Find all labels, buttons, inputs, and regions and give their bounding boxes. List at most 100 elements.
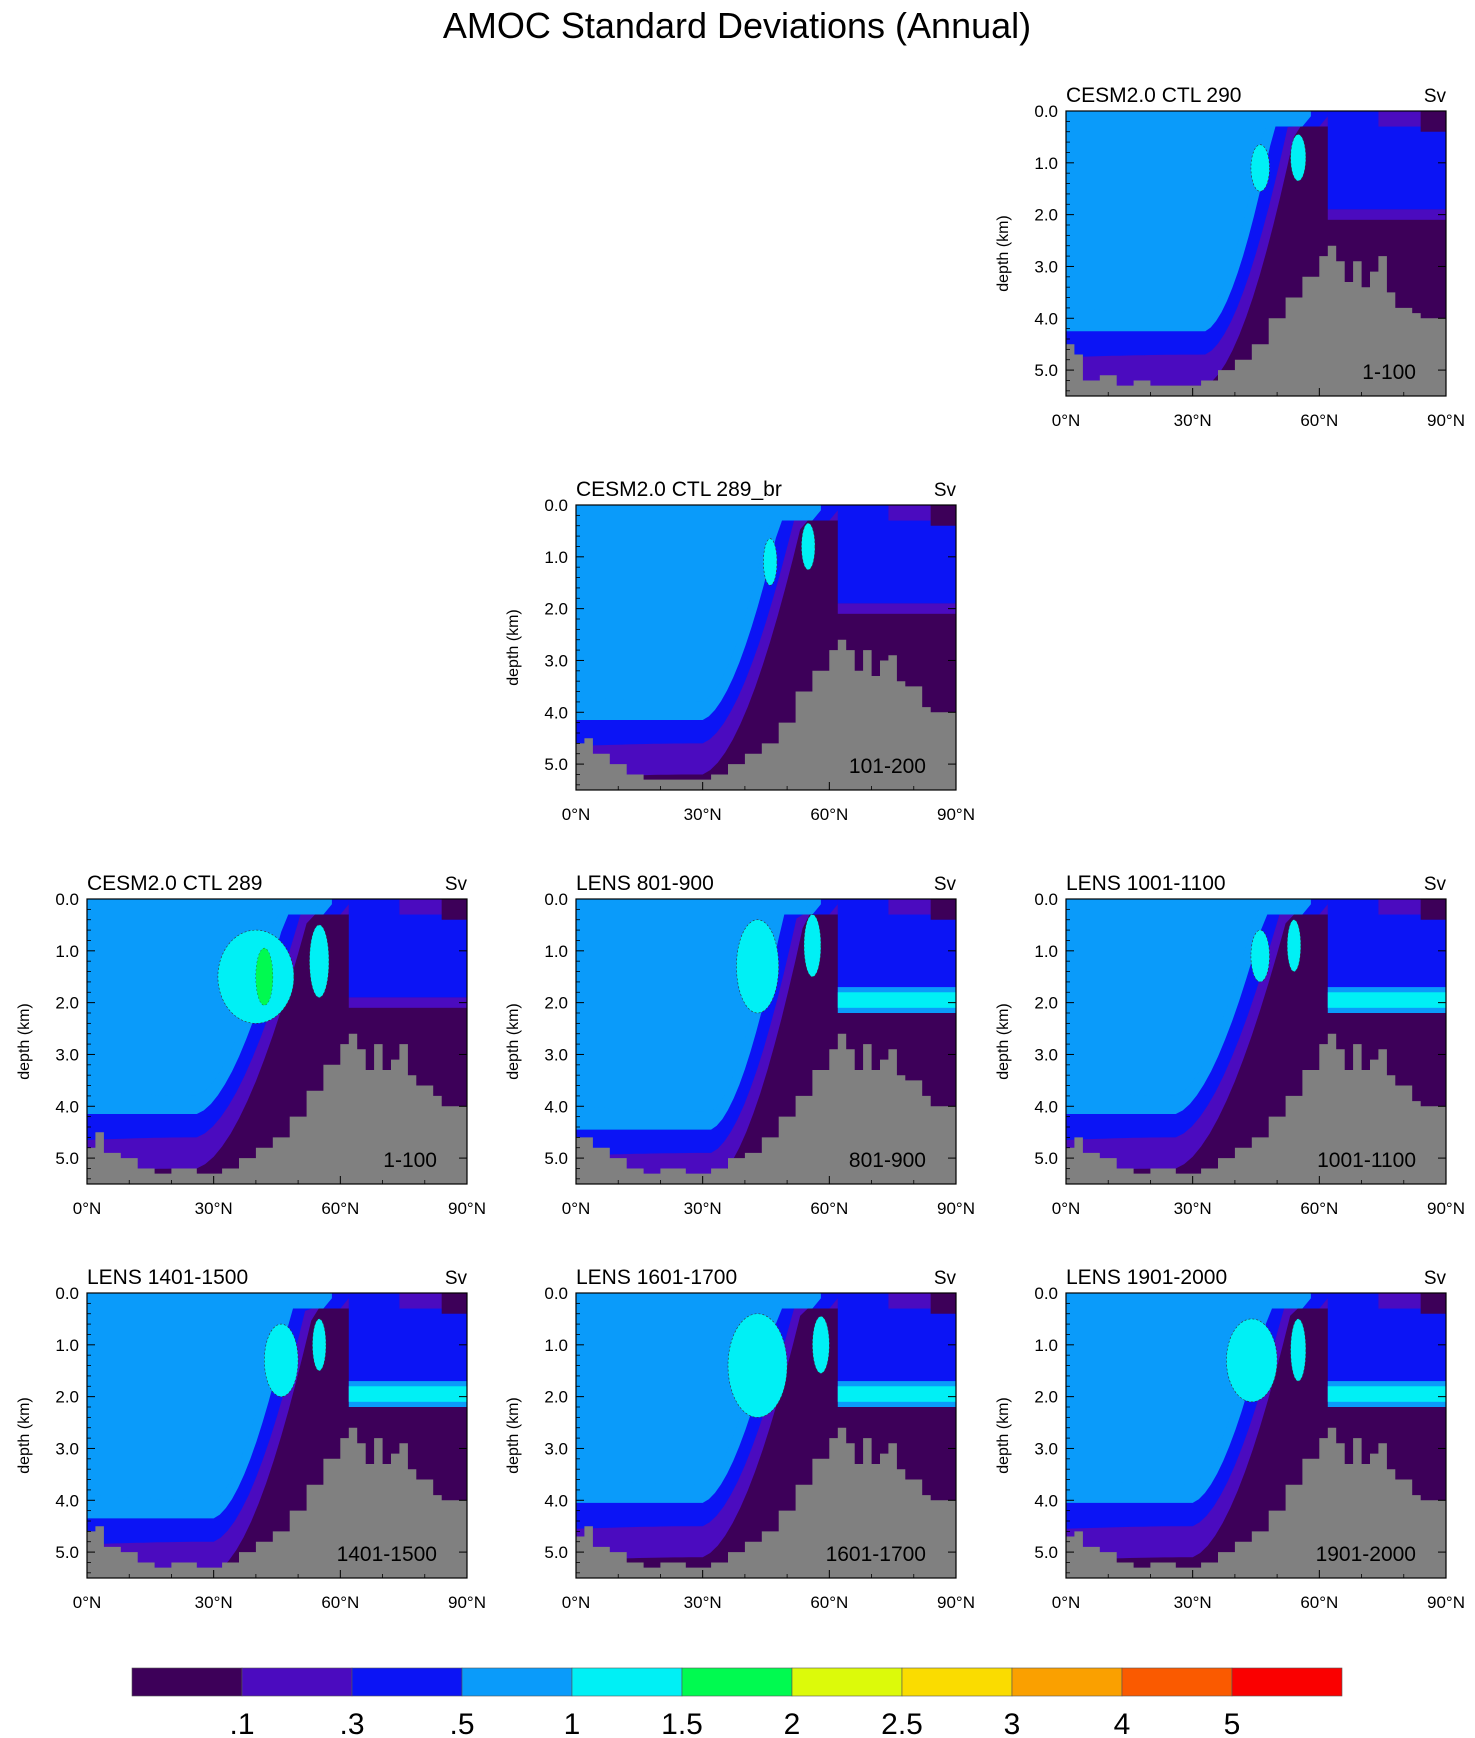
period-label: 1601-1700 xyxy=(826,1543,926,1566)
north-corner-band xyxy=(441,899,467,920)
colorbar-swatch xyxy=(1121,1667,1233,1697)
blob-2 xyxy=(803,914,822,978)
period-label: 1-100 xyxy=(1362,361,1416,384)
shelf-band-inner xyxy=(837,992,956,1008)
colorbar-label: 2 xyxy=(784,1708,801,1738)
x-tick-label: 0°N xyxy=(1052,1199,1081,1218)
panel-title: LENS 1001-1100 xyxy=(1066,872,1226,895)
north-mid-band xyxy=(348,997,467,1008)
y-tick-label: 0.0 xyxy=(544,1284,568,1303)
x-tick-label: 60°N xyxy=(810,1199,848,1218)
x-tick-label: 30°N xyxy=(1174,1199,1212,1218)
panels: 0.0 1.0 2.0 3.0 4.0 5.0 0°N 30°N 60°N 90°N depth (… xyxy=(16,84,1465,1612)
topography xyxy=(576,1427,956,1578)
colorbar-swatch xyxy=(1231,1667,1343,1697)
y-tick-label: 1.0 xyxy=(1034,942,1058,961)
colorbar-swatch xyxy=(681,1667,793,1697)
y-tick-label: 4.0 xyxy=(1034,309,1058,328)
shelf-band-inner xyxy=(1327,1386,1446,1402)
panel-title: LENS 1901-2000 xyxy=(1066,1266,1227,1289)
y-tick-label: 2.0 xyxy=(544,994,568,1013)
colorbar-swatch xyxy=(901,1667,1013,1697)
panel-units: Sv xyxy=(445,1268,468,1289)
y-tick-label: 0.0 xyxy=(1034,102,1058,121)
colorbar-label: 2.5 xyxy=(881,1708,923,1738)
x-tick-label: 90°N xyxy=(1427,1593,1465,1612)
north-corner-band xyxy=(930,899,956,920)
blob-1 xyxy=(1226,1318,1278,1403)
plot-frame xyxy=(575,504,957,791)
y-tick-label: 3.0 xyxy=(544,1439,568,1458)
x-tick-label: 30°N xyxy=(684,805,722,824)
y-axis-label: depth (km) xyxy=(505,1397,522,1473)
x-tick-label: 90°N xyxy=(937,805,975,824)
y-tick-label: 3.0 xyxy=(544,1045,568,1064)
panel-6: 0.0 1.0 2.0 3.0 4.0 5.0 0°N 30°N 60°N 90°N depth (… xyxy=(16,1266,486,1612)
blob-2 xyxy=(1286,919,1302,972)
panel-units: Sv xyxy=(445,874,468,895)
y-tick-label: 0.0 xyxy=(55,890,79,909)
level-band-4 xyxy=(87,1293,320,1501)
y-tick-label: 4.0 xyxy=(544,703,568,722)
topography xyxy=(1066,245,1446,396)
y-tick-label: 1.0 xyxy=(55,942,79,961)
colorbar-label: 3 xyxy=(1004,1708,1021,1738)
x-tick-label: 0°N xyxy=(73,1593,102,1612)
period-label: 101-200 xyxy=(849,755,926,778)
y-tick-label: 1.0 xyxy=(544,1336,568,1355)
y-tick-label: 4.0 xyxy=(55,1491,79,1510)
x-tick-label: 30°N xyxy=(1174,411,1212,430)
blob-2 xyxy=(1290,134,1307,182)
y-tick-label: 1.0 xyxy=(1034,1336,1058,1355)
blob-1 xyxy=(736,919,779,1014)
y-tick-label: 2.0 xyxy=(55,1388,79,1407)
panel-7: 0.0 1.0 2.0 3.0 4.0 5.0 0°N 30°N 60°N 90°N depth (… xyxy=(505,1266,975,1612)
panel-3: 0.0 1.0 2.0 3.0 4.0 5.0 0°N 30°N 60°N 90°N depth (… xyxy=(16,872,486,1218)
blob-1 xyxy=(1250,929,1270,983)
y-tick-label: 2.0 xyxy=(1034,1388,1058,1407)
blob-2 xyxy=(812,1316,830,1374)
north-mid-band xyxy=(837,603,956,614)
y-tick-label: 4.0 xyxy=(1034,1097,1058,1116)
x-tick-label: 30°N xyxy=(1174,1593,1212,1612)
y-tick-label: 0.0 xyxy=(544,496,568,515)
colorbar-label: .1 xyxy=(229,1708,254,1738)
panel-title: LENS 1601-1700 xyxy=(576,1266,737,1289)
period-label: 801-900 xyxy=(849,1149,926,1172)
x-tick-label: 90°N xyxy=(448,1199,486,1218)
panel-title: CESM2.0 CTL 290 xyxy=(1066,84,1241,107)
shelf-band-inner xyxy=(348,1386,467,1402)
blob-peak xyxy=(255,948,273,1006)
period-label: 1001-1100 xyxy=(1317,1149,1416,1172)
blob-3 xyxy=(309,924,330,998)
x-tick-label: 90°N xyxy=(1427,411,1465,430)
x-tick-label: 60°N xyxy=(1300,411,1338,430)
y-tick-label: 3.0 xyxy=(544,651,568,670)
panel-4: 0.0 1.0 2.0 3.0 4.0 5.0 0°N 30°N 60°N 90°N depth (… xyxy=(505,872,975,1218)
y-tick-label: 4.0 xyxy=(55,1097,79,1116)
x-tick-label: 60°N xyxy=(1300,1593,1338,1612)
blob-2 xyxy=(801,522,816,571)
y-tick-label: 2.0 xyxy=(1034,994,1058,1013)
x-tick-label: 30°N xyxy=(195,1593,233,1612)
panel-5: 0.0 1.0 2.0 3.0 4.0 5.0 0°N 30°N 60°N 90°N depth (… xyxy=(995,872,1465,1218)
y-tick-label: 4.0 xyxy=(544,1491,568,1510)
colorbar-swatch xyxy=(241,1667,353,1697)
period-label: 1-100 xyxy=(383,1149,437,1172)
y-tick-label: 3.0 xyxy=(55,1045,79,1064)
plot-frame xyxy=(1065,898,1447,1185)
y-tick-label: 2.0 xyxy=(544,1388,568,1407)
y-axis-label: depth (km) xyxy=(995,1397,1012,1473)
y-axis-label: depth (km) xyxy=(505,1003,522,1079)
x-tick-label: 0°N xyxy=(562,1593,591,1612)
level-band-4 xyxy=(1066,111,1299,314)
y-tick-label: 5.0 xyxy=(55,1149,79,1168)
x-tick-label: 60°N xyxy=(321,1593,359,1612)
north-mid-band xyxy=(1327,209,1446,220)
topography xyxy=(576,639,956,790)
blob-2 xyxy=(312,1318,327,1372)
x-tick-label: 0°N xyxy=(73,1199,102,1218)
x-tick-label: 0°N xyxy=(1052,411,1081,430)
colorbar-label: .5 xyxy=(449,1708,474,1738)
topography xyxy=(1066,1033,1446,1184)
